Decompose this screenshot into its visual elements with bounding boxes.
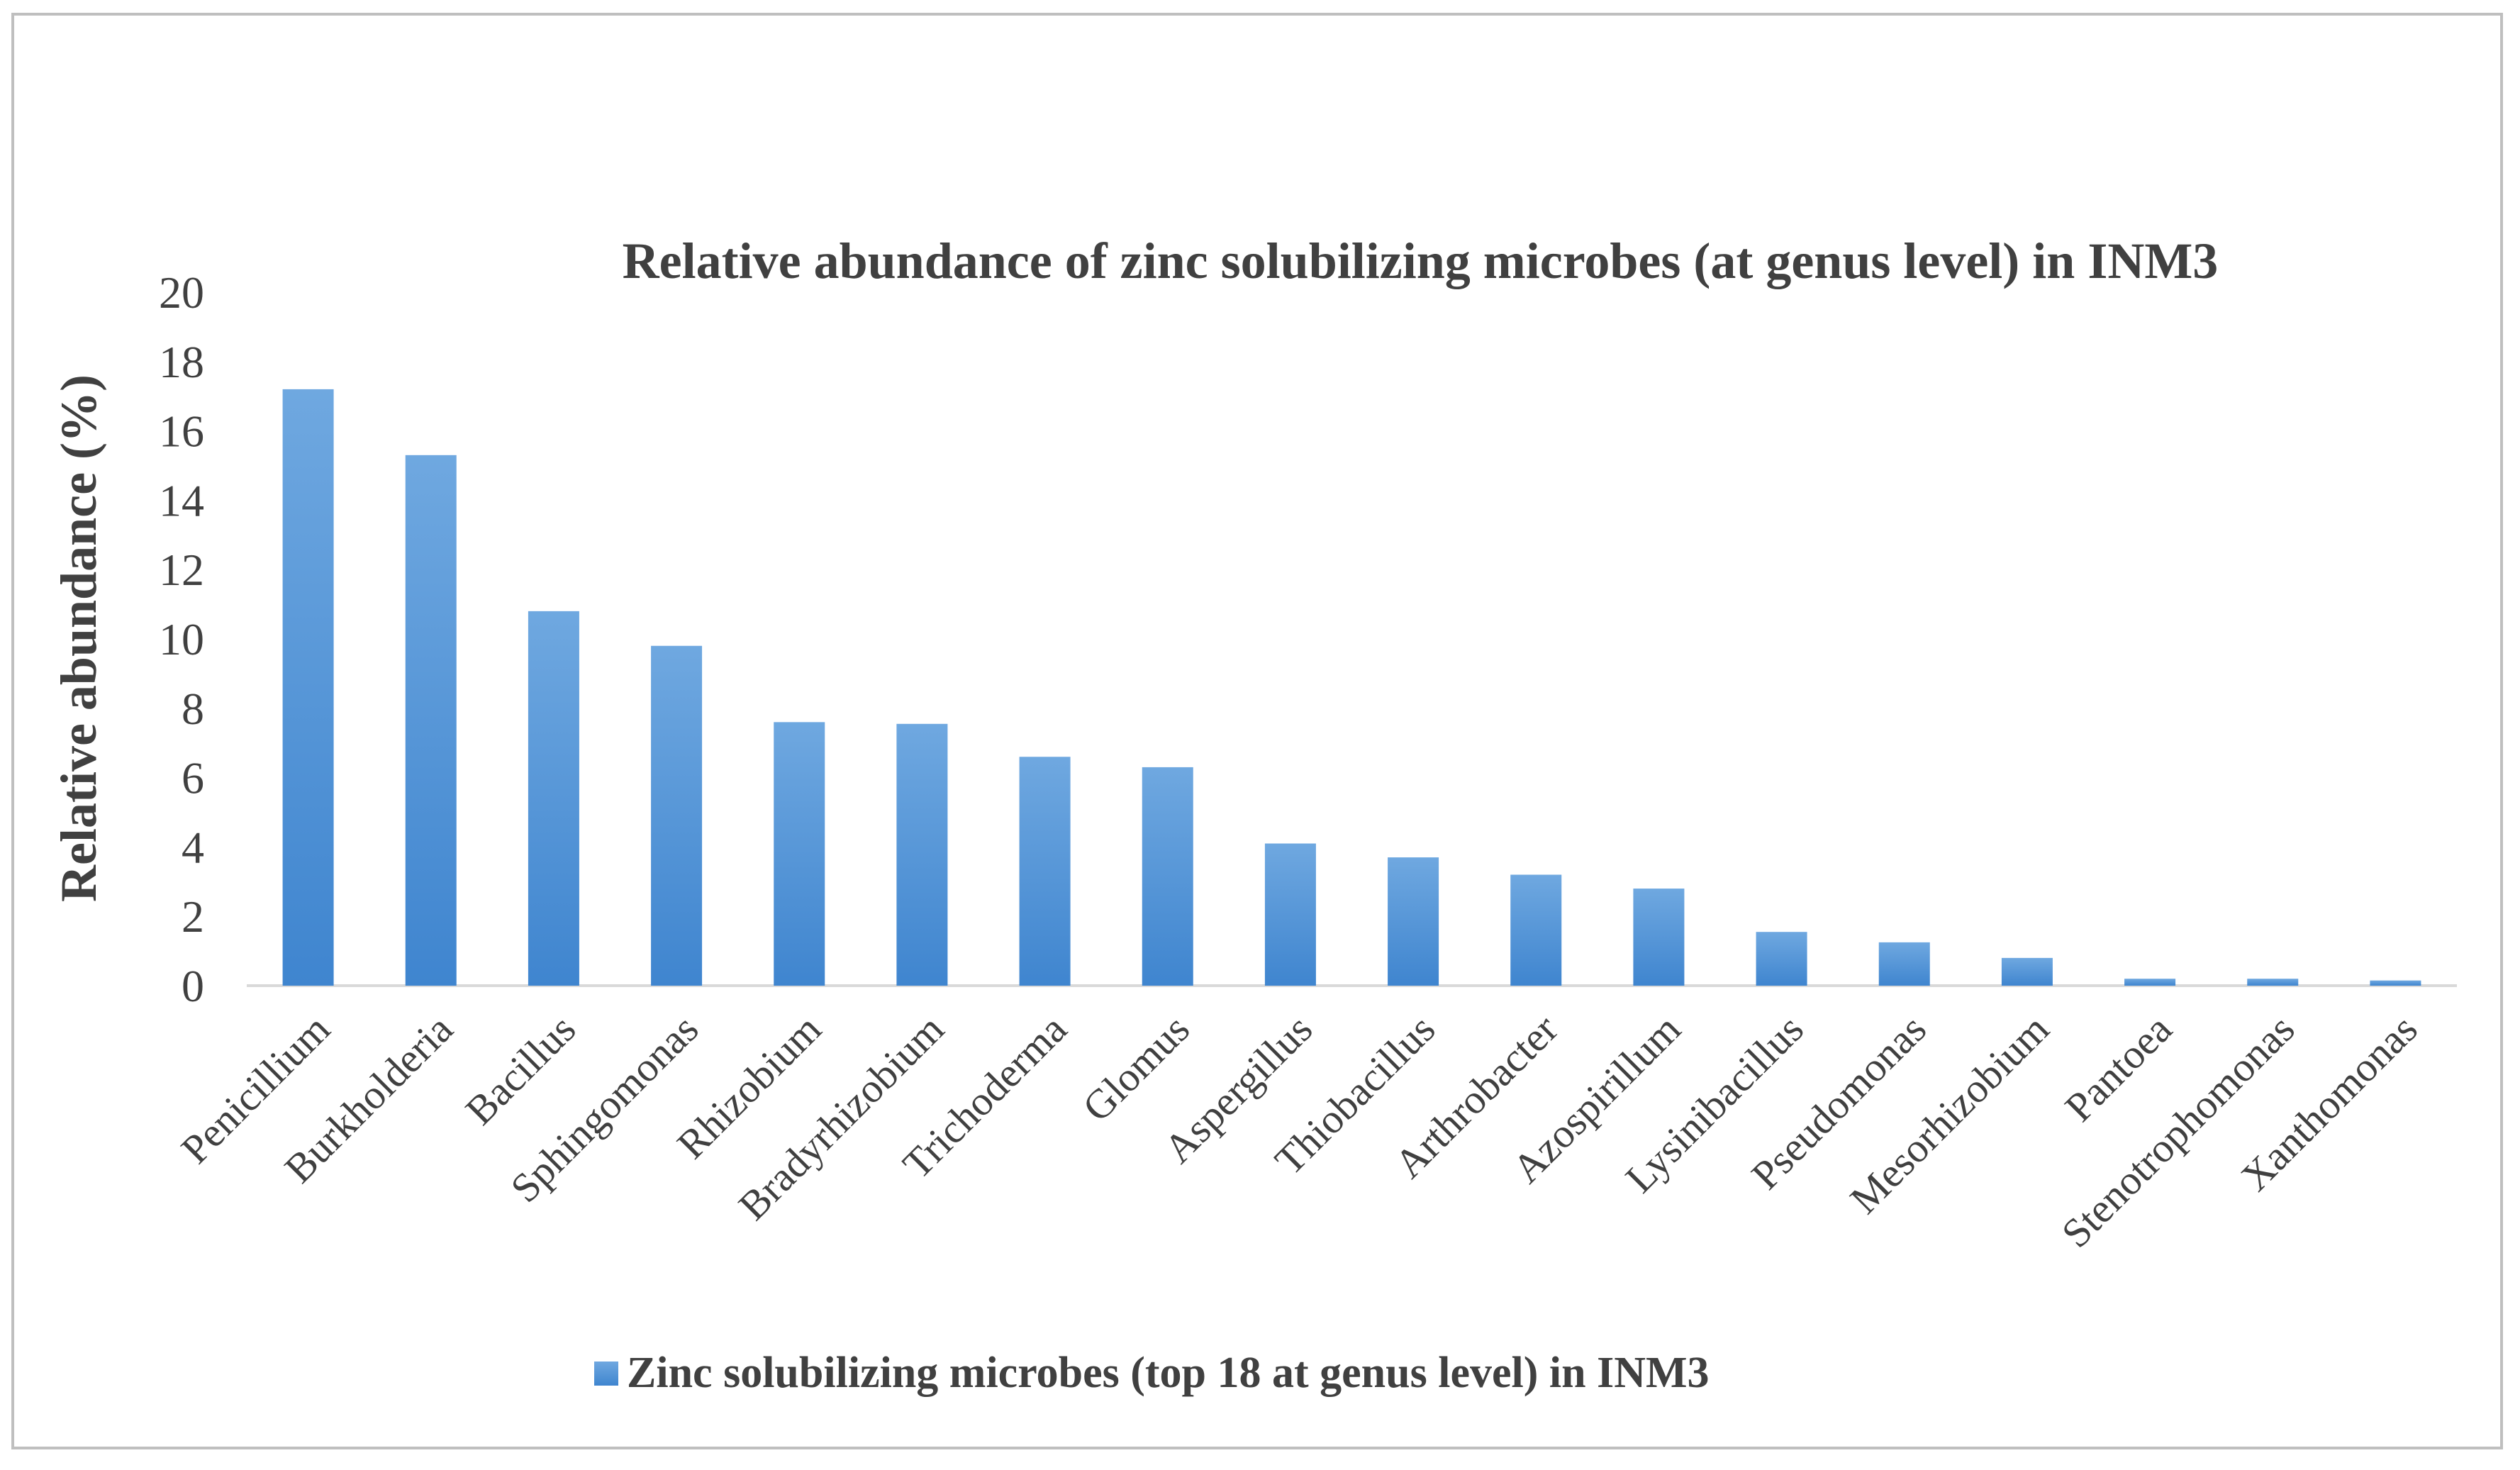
y-tick-label: 6	[182, 753, 204, 803]
y-tick-label: 16	[159, 406, 204, 457]
bar	[282, 389, 334, 986]
bar	[1633, 889, 1685, 986]
y-axis-ticks: 0 2 4 6 8 10 12 14 16 18 20	[159, 267, 204, 1011]
chart-title: Relative abundance of zinc solubilizing …	[623, 233, 2219, 289]
bar	[651, 645, 703, 986]
bar	[2124, 979, 2176, 986]
bar	[405, 455, 457, 986]
chart-frame	[11, 13, 2503, 1449]
y-tick-label: 2	[182, 891, 204, 942]
bar	[1388, 857, 1439, 986]
bar	[1142, 767, 1193, 986]
y-tick-label: 20	[159, 267, 204, 318]
bar	[1019, 757, 1071, 986]
legend-swatch	[594, 1362, 618, 1386]
y-tick-label: 12	[159, 545, 204, 595]
y-tick-label: 8	[182, 684, 204, 734]
bar	[2001, 957, 2053, 986]
legend-label: Zinc solubilizing microbes (top 18 at ge…	[627, 1349, 1710, 1397]
bar	[1756, 932, 1807, 986]
bar	[1878, 942, 1930, 986]
bar	[1510, 874, 1562, 986]
bar	[2370, 980, 2421, 986]
y-tick-label: 14	[159, 475, 204, 525]
bar	[2247, 979, 2299, 986]
y-tick-label: 18	[159, 337, 204, 387]
bars	[282, 389, 2421, 986]
bar	[774, 722, 825, 986]
bar	[1264, 843, 1316, 986]
y-tick-label: 0	[182, 961, 204, 1011]
bar	[896, 723, 948, 986]
y-tick-label: 4	[182, 822, 204, 872]
bar	[528, 611, 579, 986]
y-tick-label: 10	[159, 614, 204, 664]
y-axis-label: Relative abundance (%)	[50, 374, 107, 902]
